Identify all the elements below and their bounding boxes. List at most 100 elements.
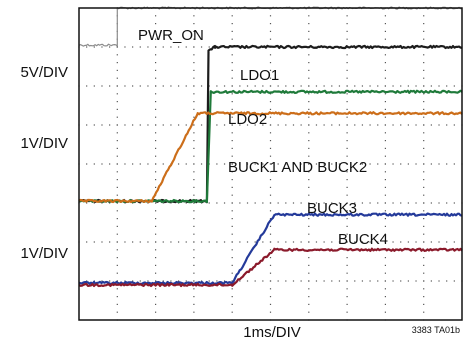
grid-dot	[346, 54, 348, 56]
grid-dot	[269, 38, 272, 40]
grid-dot	[384, 85, 386, 87]
grid-dot	[147, 202, 149, 204]
grid-dot	[269, 155, 272, 157]
grid-dot	[308, 296, 310, 298]
grid-dot	[193, 296, 195, 298]
grid-dot	[354, 241, 356, 243]
grid-dot	[423, 147, 425, 149]
grid-dot	[124, 280, 126, 282]
grid-dot	[116, 186, 118, 188]
grid-dot	[116, 249, 118, 251]
grid-dot	[377, 85, 379, 87]
grid-dot	[308, 116, 310, 118]
grid-dot	[392, 85, 394, 87]
grid-dot	[392, 163, 394, 165]
grid-dot	[384, 124, 386, 126]
grid-dot	[407, 124, 409, 126]
grid-dot	[377, 163, 379, 165]
grid-dot	[338, 280, 341, 282]
grid-dot	[155, 93, 157, 95]
grid-dot	[185, 124, 187, 126]
grid-dot	[361, 124, 364, 126]
grid-dot	[86, 280, 88, 282]
grid-dot	[86, 85, 88, 87]
grid-dot	[93, 241, 95, 243]
grid-dot	[384, 288, 386, 290]
grid-dot	[223, 202, 226, 204]
grid-dot	[384, 257, 386, 259]
grid-dot	[384, 303, 386, 305]
grid-dot	[308, 101, 310, 103]
grid-dot	[269, 288, 272, 290]
grid-dot	[231, 179, 233, 181]
grid-dot	[384, 62, 386, 64]
grid-dot	[392, 280, 394, 282]
grid-dot	[323, 85, 325, 87]
grid-dot	[86, 202, 88, 204]
grid-dot	[269, 116, 272, 118]
grid-dot	[147, 241, 149, 243]
ch3-scale-label: 1V/DIV	[20, 245, 68, 262]
grid-dot	[308, 257, 310, 259]
grid-dot	[254, 85, 256, 87]
grid-dot	[193, 311, 195, 313]
grid-dot	[116, 202, 118, 204]
grid-dot	[346, 296, 348, 298]
grid-dot	[231, 225, 233, 227]
grid-dot	[193, 272, 195, 274]
grid-dot	[308, 124, 310, 126]
grid-dot	[269, 69, 272, 71]
grid-dot	[384, 311, 386, 313]
grid-dot	[392, 202, 394, 204]
grid-dot	[308, 15, 310, 17]
grid-dot	[155, 303, 157, 305]
grid-dot	[216, 85, 218, 87]
grid-dot	[277, 124, 279, 126]
grid-dot	[292, 202, 295, 204]
grid-dot	[384, 54, 386, 56]
grid-dot	[277, 241, 279, 243]
grid-dot	[116, 218, 118, 220]
grid-dot	[346, 38, 348, 40]
grid-dot	[423, 140, 425, 142]
grid-dot	[231, 62, 233, 64]
grid-dot	[446, 280, 448, 282]
grid-dot	[193, 101, 195, 103]
grid-dot	[162, 241, 164, 243]
grid-dot	[116, 264, 118, 266]
grid-dot	[239, 202, 241, 204]
grid-dot	[216, 124, 218, 126]
grid-dot	[346, 85, 348, 87]
grid-dot	[308, 93, 310, 95]
grid-dot	[346, 186, 348, 188]
grid-dot	[155, 38, 157, 40]
grid-dot	[116, 101, 118, 103]
grid-dot	[323, 124, 325, 126]
grid-dot	[155, 311, 157, 313]
grid-dot	[269, 249, 272, 251]
grid-dot	[231, 296, 233, 298]
grid-dot	[155, 179, 157, 181]
grid-dot	[407, 85, 409, 87]
grid-dot	[132, 46, 134, 48]
grid-dot	[331, 163, 333, 165]
grid-dot	[262, 163, 264, 165]
grid-dot	[109, 163, 111, 165]
grid-dot	[155, 62, 157, 64]
grid-dot	[162, 124, 164, 126]
grid-dot	[346, 163, 348, 165]
grid-dot	[155, 225, 157, 227]
grid-dot	[331, 85, 333, 87]
grid-dot	[292, 280, 295, 282]
grid-dot	[269, 296, 272, 298]
grid-dot	[277, 163, 279, 165]
grid-dot	[231, 108, 233, 110]
grid-dot	[116, 225, 118, 227]
grid-dot	[269, 140, 272, 142]
grid-dot	[423, 38, 425, 40]
grid-dot	[308, 179, 310, 181]
grid-dot	[423, 296, 425, 298]
grid-dot	[346, 171, 348, 173]
series-label-buck3: BUCK3	[307, 200, 357, 217]
grid-dot	[193, 225, 195, 227]
